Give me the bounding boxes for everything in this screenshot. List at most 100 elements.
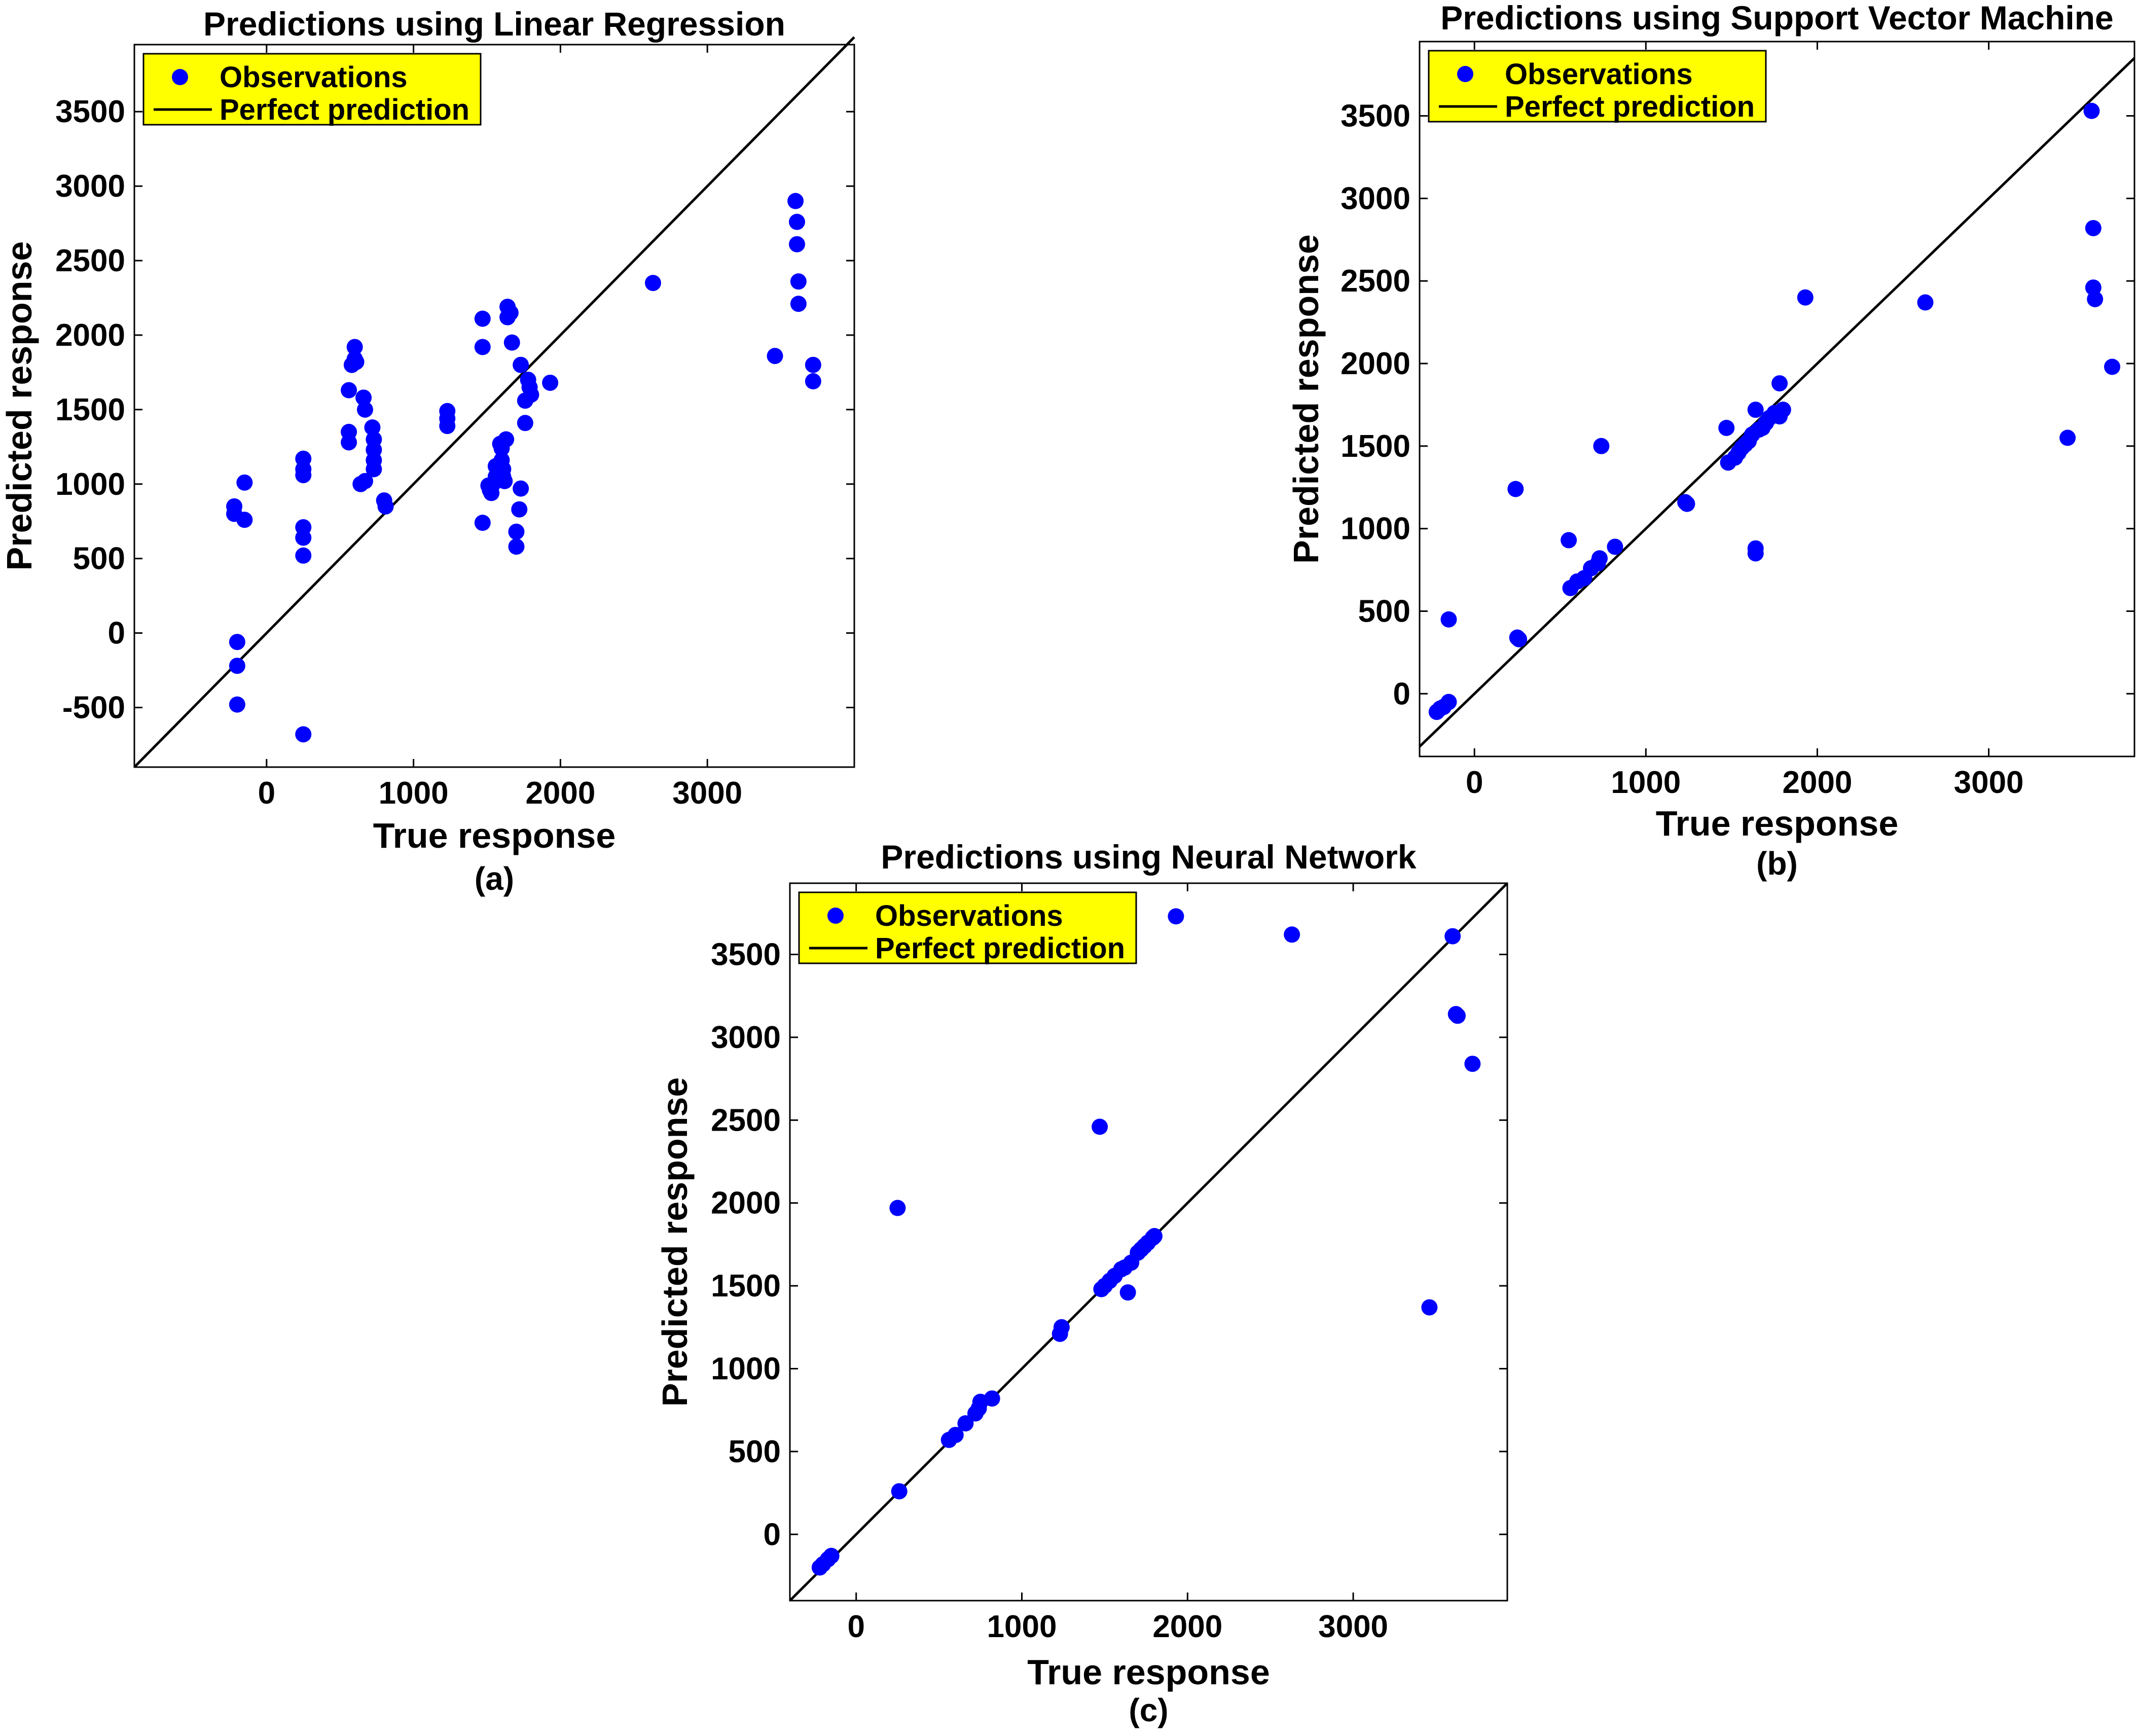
- y-tick-label: 500: [729, 1434, 781, 1469]
- observation-point: [1747, 545, 1764, 562]
- y-tick-label: 3500: [55, 94, 125, 129]
- chart-title: Predictions using Linear Regression: [203, 5, 785, 43]
- observation-point: [1774, 402, 1791, 418]
- observation-point: [788, 213, 805, 230]
- observation-point: [2059, 429, 2076, 446]
- x-tick-label: 0: [847, 1609, 864, 1644]
- observation-point: [229, 634, 245, 650]
- observation-point: [1511, 631, 1528, 647]
- observation-point: [542, 374, 559, 391]
- observation-point: [767, 348, 783, 365]
- legend-marker-observations: [172, 69, 188, 85]
- observation-point: [295, 726, 312, 743]
- y-tick-label: 2000: [711, 1186, 781, 1221]
- observation-point: [366, 461, 382, 478]
- y-tick-label: 1500: [711, 1269, 781, 1304]
- y-tick-label: 2500: [1340, 264, 1410, 299]
- observation-point: [341, 434, 357, 451]
- legend-label-observations: Observations: [1505, 58, 1693, 91]
- observation-point: [474, 515, 491, 531]
- observation-point: [364, 419, 381, 436]
- y-axis-label: Predicted response: [1286, 234, 1326, 564]
- observation-point: [355, 389, 372, 406]
- y-axis-label: Predicted response: [0, 241, 39, 571]
- observation-point: [1917, 294, 1934, 311]
- observation-point: [790, 273, 807, 290]
- observation-point: [1421, 1299, 1438, 1316]
- y-tick-label: 3500: [1340, 99, 1410, 134]
- observation-point: [2087, 291, 2104, 307]
- observation-point: [891, 1483, 908, 1500]
- y-tick-label: 3000: [55, 169, 125, 204]
- perfect-prediction-line: [133, 36, 855, 768]
- y-tick-label: 0: [108, 616, 125, 651]
- observation-point: [1591, 550, 1608, 567]
- observation-point: [502, 304, 519, 321]
- y-tick-label: -500: [62, 690, 125, 725]
- chart-title: Predictions using Neural Network: [881, 838, 1417, 876]
- x-tick-label: 3000: [672, 776, 742, 811]
- x-axis-label: True response: [1027, 1652, 1270, 1692]
- legend-marker-observations: [827, 908, 844, 924]
- observation-point: [229, 696, 245, 713]
- observation-point: [1679, 495, 1695, 512]
- observation-point: [377, 498, 394, 515]
- plot-area: [1419, 41, 2135, 757]
- observation-point: [1440, 611, 1457, 628]
- observation-point: [474, 339, 491, 355]
- y-tick-label: 2500: [711, 1103, 781, 1138]
- observation-point: [236, 474, 253, 491]
- observation-point: [498, 431, 515, 448]
- y-tick-label: 0: [764, 1517, 781, 1552]
- x-tick-label: 3000: [1954, 765, 2024, 800]
- observation-point: [1440, 694, 1457, 710]
- legend-marker-observations: [1457, 66, 1473, 82]
- legend-label-observations: Observations: [220, 61, 408, 94]
- x-tick-label: 1000: [379, 776, 449, 811]
- observation-point: [513, 356, 529, 373]
- observation-point: [644, 275, 661, 292]
- legend-label-observations: Observations: [875, 899, 1063, 932]
- observation-point: [1464, 1056, 1481, 1072]
- x-tick-label: 1000: [1611, 765, 1681, 800]
- observation-point: [1119, 1284, 1136, 1301]
- observation-point: [508, 523, 525, 540]
- y-axis-label: Predicted response: [655, 1077, 695, 1407]
- y-tick-label: 3500: [711, 937, 781, 972]
- observation-point: [346, 339, 363, 355]
- observation-point: [2083, 102, 2100, 119]
- observation-point: [508, 538, 525, 555]
- y-tick-label: 0: [1393, 676, 1410, 711]
- observation-point: [2104, 358, 2121, 375]
- observation-point: [1607, 538, 1623, 555]
- panel-caption: (b): [1756, 845, 1798, 882]
- observation-point: [2085, 220, 2101, 236]
- y-tick-label: 500: [73, 541, 125, 576]
- y-tick-label: 2000: [55, 318, 125, 353]
- y-tick-label: 1000: [711, 1351, 781, 1386]
- observation-point: [517, 415, 533, 431]
- observation-point: [523, 386, 539, 403]
- panel-caption: (a): [475, 860, 514, 897]
- observation-point: [1146, 1228, 1163, 1245]
- x-tick-label: 2000: [1782, 765, 1852, 800]
- observation-point: [356, 473, 373, 489]
- legend-box: [142, 53, 482, 126]
- x-tick-label: 2000: [1152, 1609, 1222, 1644]
- observation-point: [236, 512, 253, 528]
- observation-point: [1092, 1118, 1108, 1135]
- observation-point: [295, 467, 312, 484]
- observation-point: [1561, 532, 1577, 549]
- observation-point: [1747, 402, 1764, 418]
- legend-label-perfect-prediction: Perfect prediction: [1505, 90, 1755, 123]
- observation-point: [511, 501, 528, 518]
- observation-point: [341, 382, 357, 399]
- chart-a: 0 1000 2000 3000 -500 0 500 1000 1500 2000 2500 300…: [0, 5, 855, 897]
- x-axis-label: True response: [1656, 804, 1899, 843]
- observation-point: [503, 334, 520, 351]
- observation-point: [1168, 908, 1184, 925]
- observation-point: [496, 473, 513, 489]
- observation-point: [295, 547, 312, 564]
- legend-box: [1428, 50, 1767, 123]
- legend-label-perfect-prediction: Perfect prediction: [220, 93, 469, 126]
